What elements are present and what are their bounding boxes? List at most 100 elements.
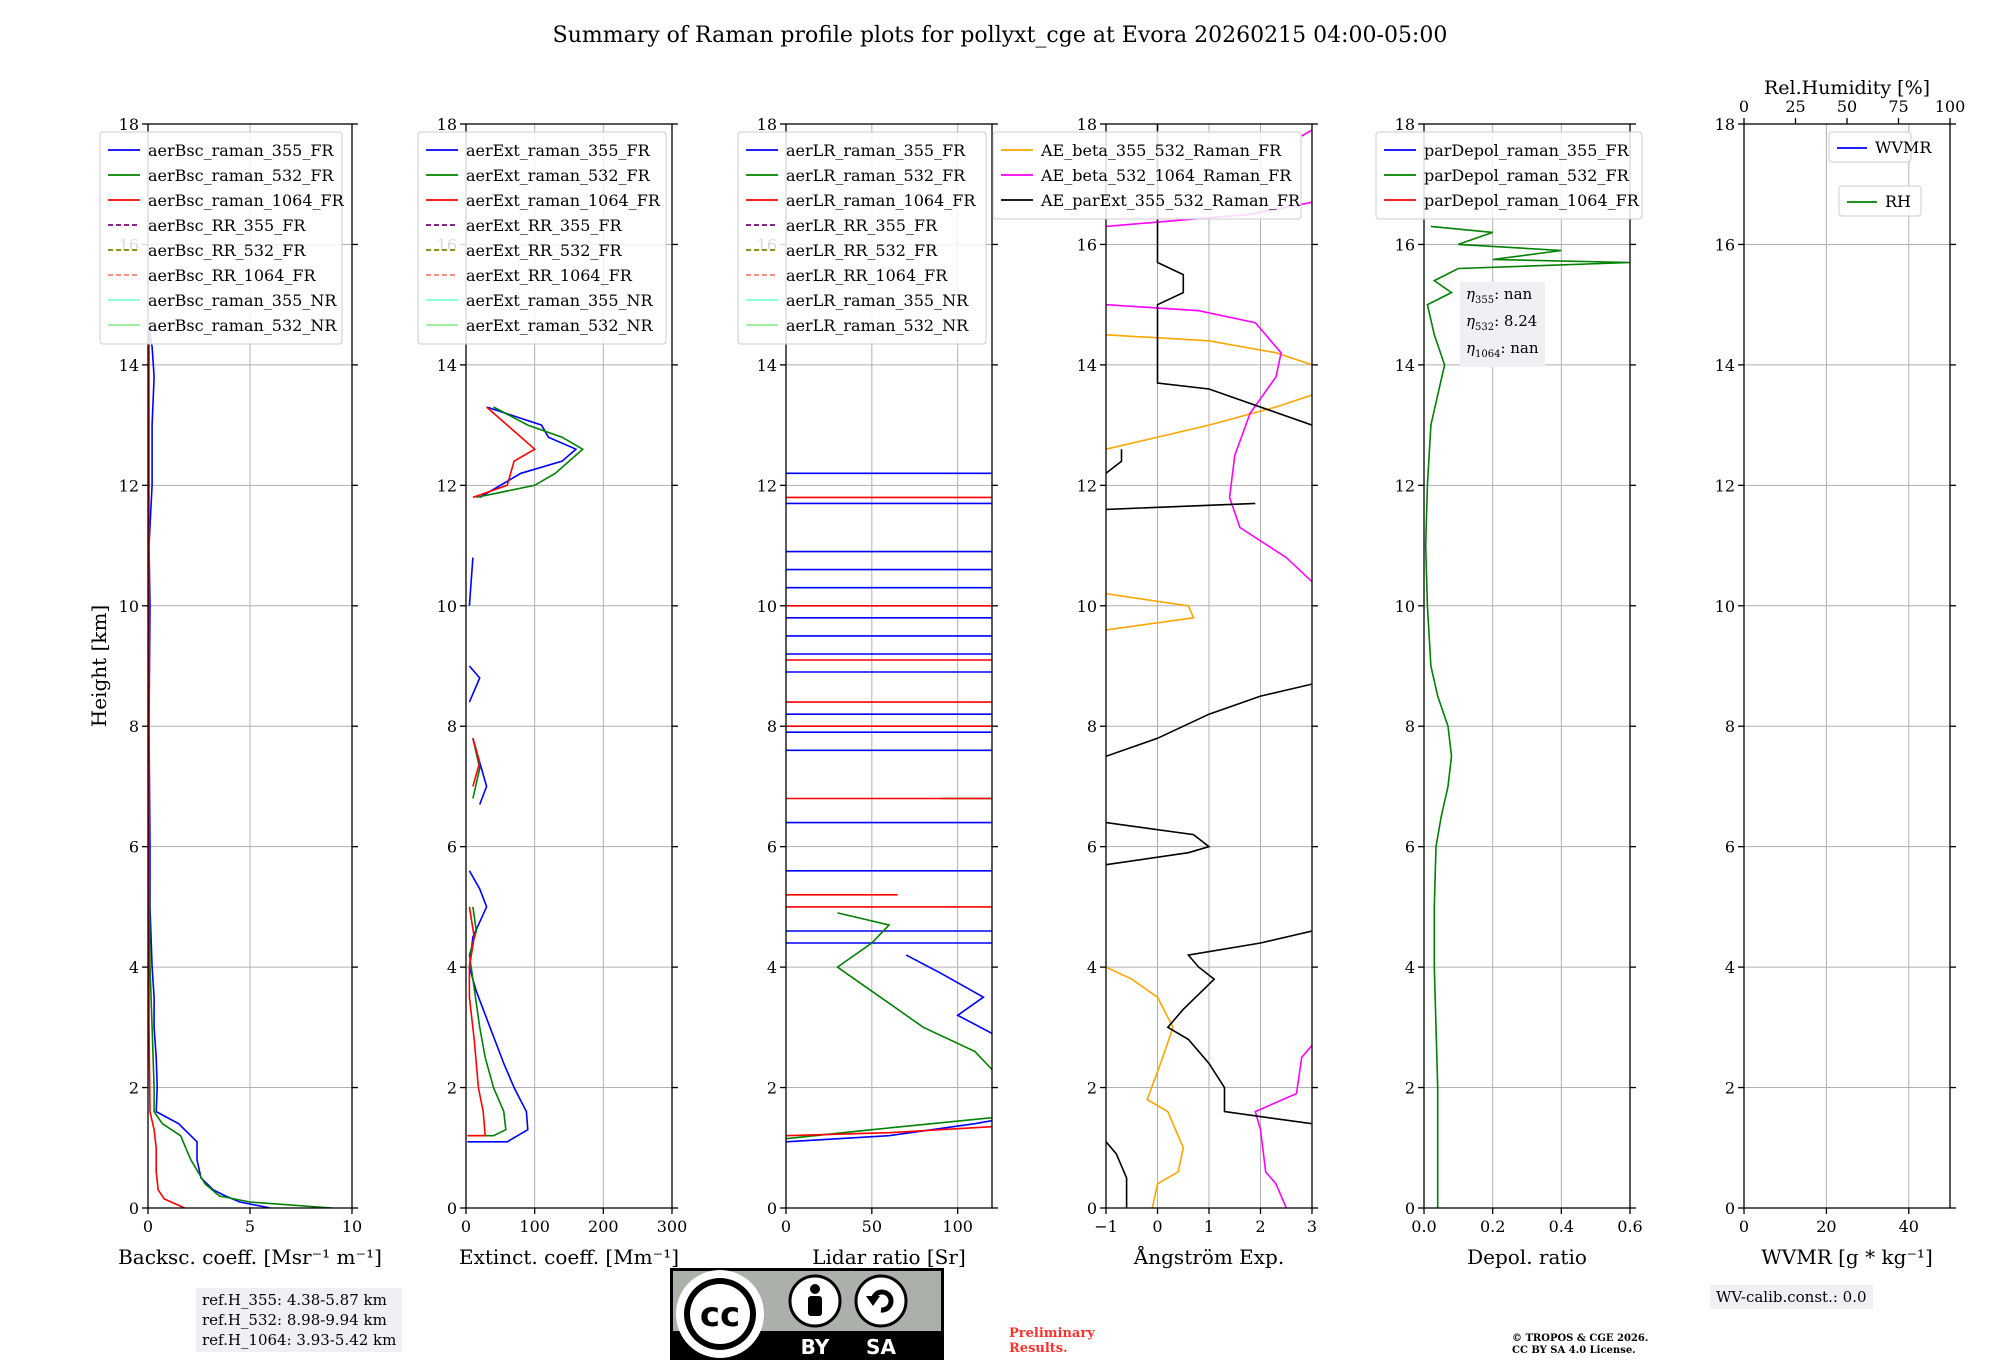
x-tick-label: 3: [1307, 1217, 1317, 1236]
legend-label: aerLR_RR_1064_FR: [786, 266, 948, 285]
y-axis-label: Height [km]: [87, 605, 111, 727]
y-tick-label: 18: [757, 115, 777, 134]
series-aerExt_raman_355_FR: [467, 406, 578, 1143]
legend-box: [1838, 185, 1922, 217]
legend-label: aerLR_raman_355_FR: [786, 141, 966, 160]
y-tick-label: 4: [1405, 958, 1415, 977]
y-tick-label: 14: [1715, 356, 1735, 375]
x2-tick-label: 25: [1785, 97, 1805, 116]
legend-box: [99, 131, 343, 345]
legend-label: aerExt_raman_355_FR: [466, 141, 651, 160]
y-tick-label: 2: [1405, 1079, 1415, 1098]
person-body-icon: [808, 1296, 822, 1316]
series-group: [1424, 225, 1630, 1208]
y-tick-label: 18: [119, 115, 139, 134]
legend: AE_beta_355_532_Raman_FR AE_beta_532_1064…: [992, 131, 1302, 220]
y-tick-label: 10: [119, 597, 139, 616]
series-aerExt_raman_1064_FR: [467, 406, 537, 1137]
y-tick-label: 0: [1725, 1199, 1735, 1218]
legend-label: aerBsc_RR_532_FR: [148, 241, 306, 260]
series-AE_beta_355_532_Raman_FR: [1106, 334, 1312, 1208]
x-tick-label: 0.0: [1411, 1217, 1436, 1236]
series-aerBsc_raman_532_FR: [148, 846, 332, 1208]
y-tick-label: 6: [447, 838, 457, 857]
legend-label: aerBsc_raman_532_FR: [148, 166, 334, 185]
legend-label: AE_beta_532_1064_Raman_FR: [1040, 166, 1292, 185]
legend-label: aerExt_RR_532_FR: [466, 241, 623, 260]
y-tick-label: 12: [757, 476, 777, 495]
legend-label: aerLR_raman_532_NR: [786, 316, 969, 335]
legend-box: [1828, 131, 1912, 163]
legend-label: WVMR: [1875, 138, 1932, 157]
legend-box: [992, 131, 1302, 220]
y-tick-label: 4: [129, 958, 139, 977]
y-tick-label: 2: [767, 1079, 777, 1098]
y-tick-label: 10: [1077, 597, 1097, 616]
y-tick-label: 6: [1405, 838, 1415, 857]
axes-frame: [785, 123, 993, 1209]
legend: aerBsc_raman_355_FR aerBsc_raman_532_FRae…: [99, 131, 345, 345]
series-aerBsc_raman_355_FR: [148, 328, 271, 1208]
series-aerExt_raman_532_FR: [467, 406, 585, 1137]
x-tick-label: −1: [1094, 1217, 1118, 1236]
x-tick-label: 0.6: [1617, 1217, 1642, 1236]
series-aerLR_raman_532_FR: [786, 407, 992, 1139]
copyright-note: © TROPOS & CGE 2026. CC BY SA 4.0 Licens…: [1512, 1333, 1648, 1357]
series-aerLR_raman_355_FR: [786, 472, 992, 1143]
y-tick-label: 0: [767, 1199, 777, 1218]
y-tick-label: 16: [1077, 235, 1097, 254]
preliminary-line-2: Results.: [1009, 1341, 1068, 1356]
y-tick-label: 6: [767, 838, 777, 857]
ref-height-532: ref.H_532: 8.98-9.94 km: [202, 1311, 387, 1329]
x-axis-label: Depol. ratio: [1467, 1245, 1587, 1269]
y-tick-label: 2: [129, 1079, 139, 1098]
cc-by-label: BY: [801, 1335, 830, 1359]
series-group: [467, 406, 585, 1143]
series-AE_beta_532_1064_Raman_FR: [1106, 129, 1312, 1208]
preliminary-line-1: Preliminary: [1009, 1326, 1095, 1341]
legend-label: parDepol_raman_1064_FR: [1424, 191, 1640, 210]
legend-label: aerBsc_RR_355_FR: [148, 216, 306, 235]
y-tick-label: 2: [1725, 1079, 1735, 1098]
x-tick-label: 100: [942, 1217, 973, 1236]
y-tick-label: 10: [757, 597, 777, 616]
legend-label: aerBsc_raman_1064_FR: [148, 191, 345, 210]
series-aerLR_raman_1064_FR: [786, 496, 992, 1137]
series-AE_parExt_355_532_Raman_FR: [1106, 124, 1312, 1208]
legend-label: AE_beta_355_532_Raman_FR: [1040, 141, 1282, 160]
legend-label: aerExt_RR_1064_FR: [466, 266, 633, 285]
x-tick-label: 300: [657, 1217, 688, 1236]
legend-label: aerLR_RR_532_FR: [786, 241, 938, 260]
x2-tick-label: 0: [1739, 97, 1749, 116]
y-tick-label: 14: [437, 356, 457, 375]
y-tick-label: 6: [1725, 838, 1735, 857]
y-tick-label: 14: [119, 356, 139, 375]
x2-tick-label: 100: [1935, 97, 1966, 116]
legend-box: [1375, 131, 1643, 220]
cc-logo-text: cc: [700, 1295, 740, 1335]
x-axis-label: Lidar ratio [Sr]: [812, 1245, 966, 1269]
x-tick-label: 10: [342, 1217, 362, 1236]
y-tick-label: 6: [129, 838, 139, 857]
x-tick-label: 20: [1816, 1217, 1836, 1236]
x-tick-label: 200: [588, 1217, 619, 1236]
x-tick-label: 5: [245, 1217, 255, 1236]
series-group: [786, 407, 992, 1143]
copyright-line-2: CC BY SA 4.0 License.: [1512, 1345, 1636, 1356]
y-tick-label: 8: [1725, 717, 1735, 736]
legend-label: aerExt_raman_355_NR: [466, 291, 654, 310]
y-tick-label: 10: [437, 597, 457, 616]
y-tick-label: 12: [437, 476, 457, 495]
y-tick-label: 14: [1077, 356, 1097, 375]
legend-label: aerLR_RR_355_FR: [786, 216, 938, 235]
eta-1064: η1064: nan: [1466, 339, 1539, 360]
y-tick-label: 12: [1395, 476, 1415, 495]
y-tick-label: 18: [437, 115, 457, 134]
y-tick-label: 2: [1087, 1079, 1097, 1098]
x-tick-label: 1: [1204, 1217, 1214, 1236]
legend-box: [417, 131, 667, 345]
x-tick-label: 2: [1255, 1217, 1265, 1236]
